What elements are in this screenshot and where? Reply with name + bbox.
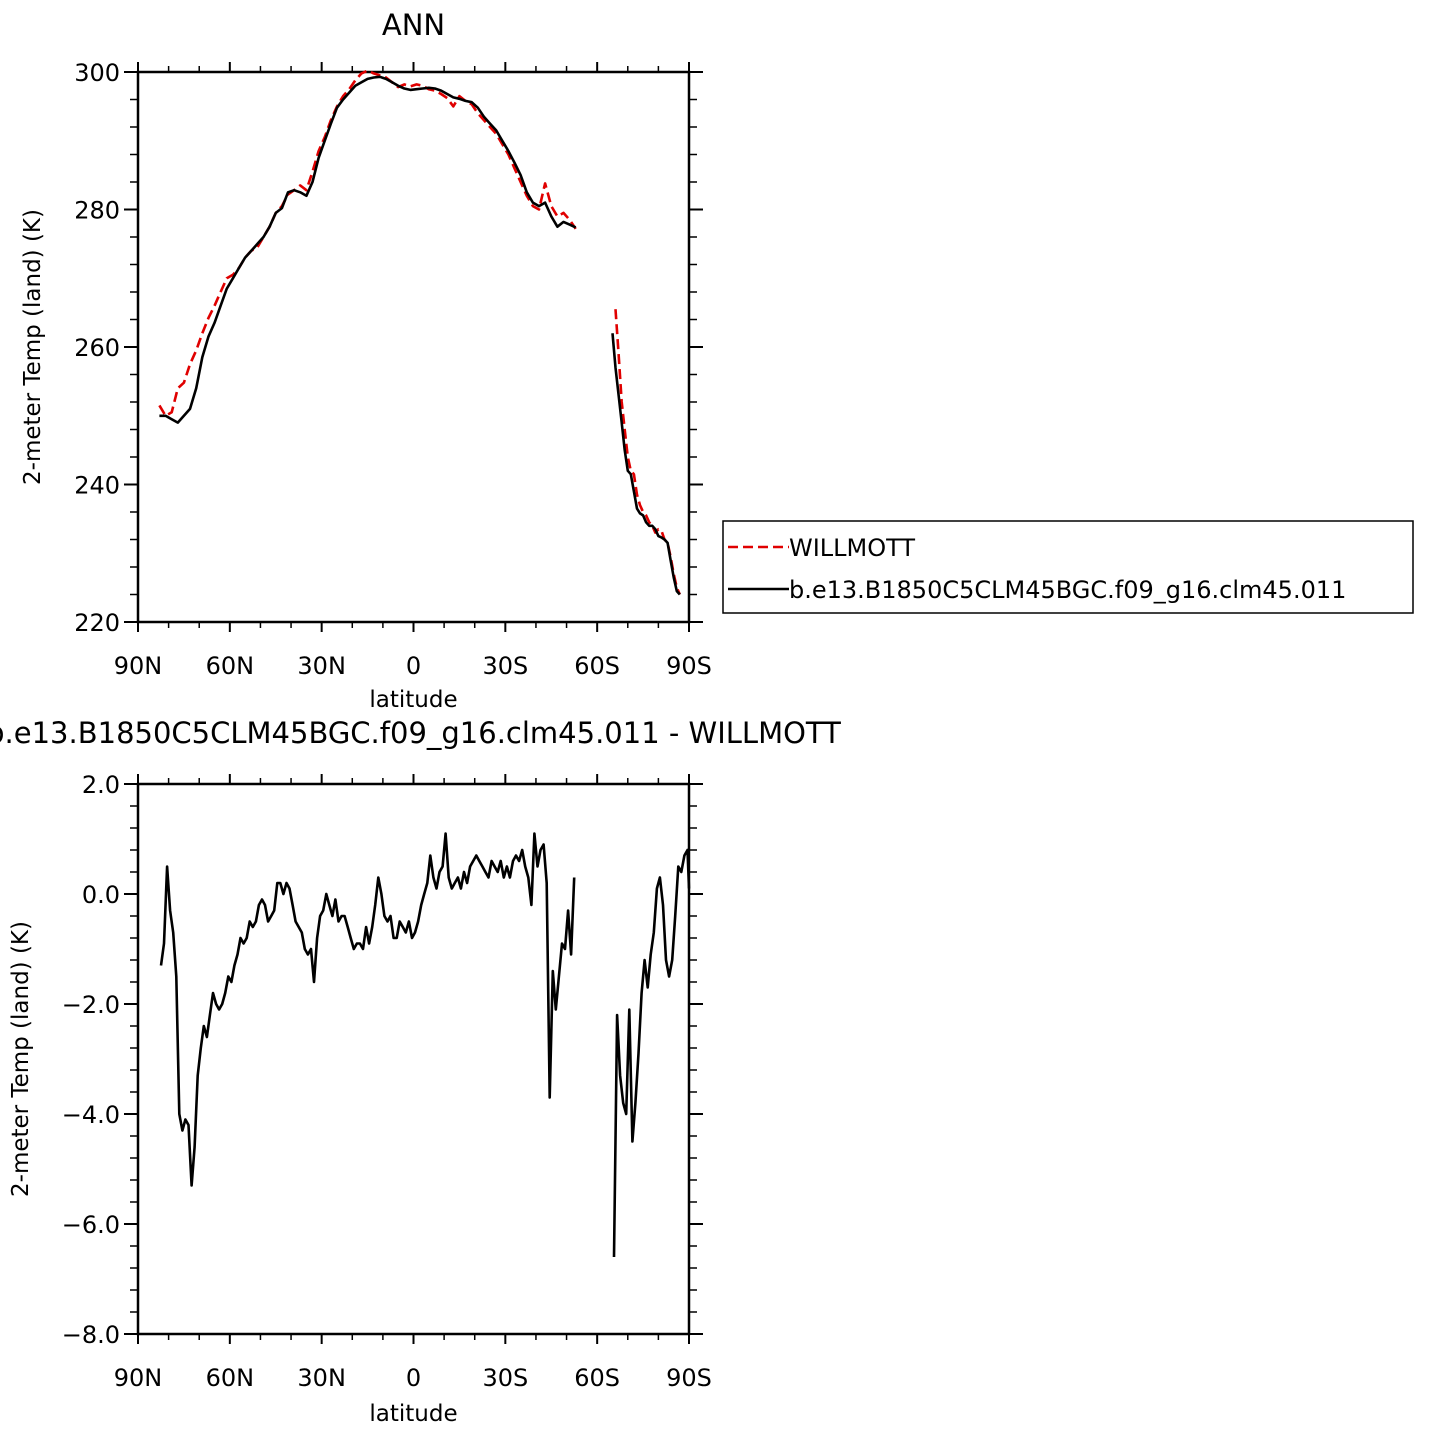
y-tick-label: 2.0 [82, 771, 120, 799]
series-line-0-segment-0 [159, 832, 576, 1187]
y-tick-label: 300 [74, 59, 120, 87]
x-tick-label: 0 [406, 1364, 421, 1392]
x-tick-label: 90N [114, 1364, 163, 1392]
y-tick-label: 240 [74, 472, 120, 500]
x-tick-label: 60N [206, 1364, 255, 1392]
legend: WILLMOTT b.e13.B1850C5CLM45BGC.f09_g16.cl… [722, 520, 1414, 614]
series-line-0-segment-0 [158, 69, 577, 418]
chart-title: ANN [382, 8, 445, 42]
y-axis-label: 2-meter Temp (land) (K) [20, 209, 46, 485]
y-tick-label: 280 [74, 197, 120, 225]
top-panel: 90N 60N 30N 0 30S 60S 90S 220 240 260 280 300 ANN lat… [20, 8, 1414, 713]
legend-label: b.e13.B1850C5CLM45BGC.f09_g16.clm45.011 [789, 576, 1346, 604]
bottom-panel: 90N 60N 30N 0 30S 60S 90S −8.0 −6.0 −4.0 −2.0 0.0 2.… [0, 716, 841, 1427]
x-tick-label: 90N [114, 652, 163, 680]
x-axis-label: latitude [369, 687, 457, 713]
chart-title: b.e13.B1850C5CLM45BGC.f09_g16.clm45.011 … [0, 716, 841, 750]
x-tick-label: 90S [666, 652, 712, 680]
x-tick-label: 90S [666, 1364, 712, 1392]
x-tick-label: 60S [574, 1364, 620, 1392]
y-tick-label: −4.0 [62, 1101, 120, 1129]
y-axis-label: 2-meter Temp (land) (K) [8, 921, 34, 1197]
series-line-1-segment-0 [159, 75, 577, 424]
x-tick-label: 0 [406, 652, 421, 680]
x-tick-label: 30N [297, 652, 346, 680]
x-tick-label: 30S [482, 1364, 528, 1392]
x-tick-label: 60S [574, 652, 620, 680]
series-line-0-segment-1 [612, 848, 691, 1258]
legend-box [722, 520, 1414, 614]
y-tick-label: 260 [74, 334, 120, 362]
y-tick-label: 220 [74, 609, 120, 637]
x-tick-label: 30N [297, 1364, 346, 1392]
y-tick-label: −8.0 [62, 1321, 120, 1349]
y-tick-label: 0.0 [82, 881, 120, 909]
x-tick-label: 30S [482, 652, 528, 680]
y-tick-label: −6.0 [62, 1211, 120, 1239]
plot-frame [136, 782, 691, 1336]
y-tick-label: −2.0 [62, 991, 120, 1019]
series-line-1-segment-1 [611, 333, 681, 596]
x-tick-label: 60N [206, 652, 255, 680]
legend-label: WILLMOTT [789, 534, 915, 562]
plot-frame [136, 70, 691, 624]
x-axis-label: latitude [369, 1401, 457, 1427]
